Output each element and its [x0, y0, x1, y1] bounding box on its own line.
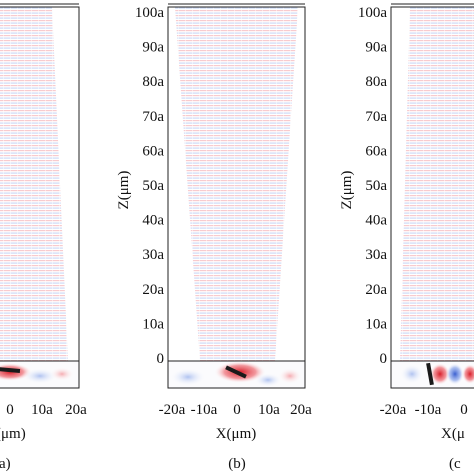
panel-a-x-ticks: 0 10a 20a [6, 402, 87, 418]
y-tick-label: 0 [157, 351, 165, 367]
panel-b-y-axis-title: Z(μm) [116, 171, 132, 210]
x-tick-label: -10a [191, 402, 218, 418]
panel-c-y-axis-title: Z(μm) [339, 171, 355, 210]
panel-c-source-bar [426, 362, 434, 386]
y-tick-label: 10a [365, 316, 387, 332]
y-tick-label: 60a [365, 143, 387, 159]
panel-c-y-ticks: 0 10a 20a 30a 40a 50a 60a 70a 80a 90a 100a [358, 5, 388, 367]
panel-a-source-bar [0, 367, 21, 373]
y-tick-label: 70a [365, 109, 387, 125]
y-tick-label: 40a [365, 213, 387, 229]
panel-c-field-pattern [400, 7, 474, 361]
y-tick-label: 80a [365, 74, 387, 90]
x-axis-title: (μm) [0, 426, 26, 442]
panel-b-x-ticks: -20a -10a 0 10a 20a [159, 402, 312, 418]
y-tick-label: 90a [142, 40, 164, 56]
x-tick-label: 10a [31, 402, 53, 418]
panel-label: (b) [228, 456, 246, 472]
panel-a: 0 10a 20a (μm) (a) [0, 3, 87, 472]
y-tick-label: 50a [365, 178, 387, 194]
panel-b-y-ticks: 0 10a 20a 30a 40a 50a 60a 70a 80a 90a 100a [135, 5, 165, 367]
x-axis-title: X(μ [441, 426, 465, 442]
x-tick-label: 0 [6, 402, 14, 418]
y-tick-label: 80a [142, 74, 164, 90]
y-tick-label: 10a [142, 316, 164, 332]
y-tick-label: 50a [142, 178, 164, 194]
y-tick-label: 70a [142, 109, 164, 125]
x-tick-label: 20a [65, 402, 87, 418]
panel-a-source-field [0, 363, 74, 384]
x-tick-label: 0 [460, 402, 468, 418]
panel-b-field-pattern [175, 7, 298, 361]
panel-label: (c [449, 456, 461, 472]
panel-b: 0 10a 20a 30a 40a 50a 60a 70a 80a 90a 100a Z(μm) -… [116, 3, 312, 472]
x-axis-title: X(μm) [216, 426, 257, 442]
x-tick-label: 10a [258, 402, 280, 418]
y-tick-label: 40a [142, 213, 164, 229]
x-tick-label: -20a [159, 402, 186, 418]
y-tick-label: 20a [142, 282, 164, 298]
y-tick-label: 20a [365, 282, 387, 298]
y-tick-label: 100a [358, 5, 388, 21]
panel-label: (a) [0, 456, 11, 472]
y-axis-title: Z(μm) [339, 171, 355, 210]
y-tick-label: 100a [135, 5, 165, 21]
y-tick-label: 30a [365, 247, 387, 263]
y-tick-label: 60a [142, 143, 164, 159]
x-tick-label: -20a [380, 402, 407, 418]
y-axis-title: Z(μm) [116, 171, 132, 210]
y-tick-label: 0 [380, 351, 388, 367]
x-tick-label: 0 [233, 402, 241, 418]
panel-c-source-field [400, 362, 474, 386]
x-tick-label: 20a [290, 402, 312, 418]
panel-c: 0 10a 20a 30a 40a 50a 60a 70a 80a 90a 100a Z(μm) -… [339, 3, 474, 472]
panel-b-source-bar [225, 365, 247, 379]
panel-b-source-field [170, 361, 302, 387]
panel-c-x-ticks: -20a -10a 0 [380, 402, 468, 418]
x-tick-label: -10a [415, 402, 442, 418]
y-tick-label: 30a [142, 247, 164, 263]
panel-a-field-pattern [0, 7, 68, 361]
y-tick-label: 90a [365, 40, 387, 56]
